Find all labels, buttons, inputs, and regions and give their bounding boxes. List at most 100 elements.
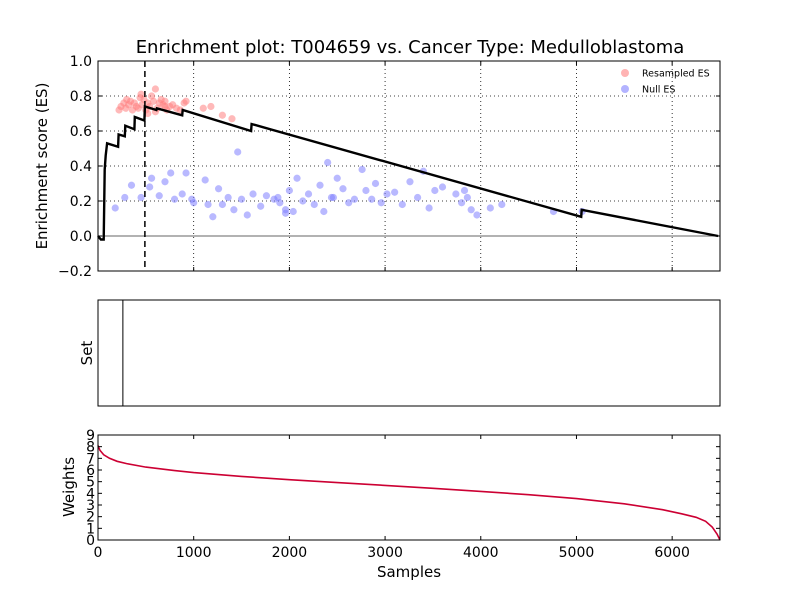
null-es-point: [234, 148, 242, 156]
es-ytick-label: 0.0: [70, 229, 92, 245]
es-ytick-label: 0.4: [70, 159, 92, 175]
null-es-point: [362, 186, 370, 195]
null-es-point: [299, 197, 307, 205]
es-ytick-label: 0.8: [70, 89, 92, 105]
resampled-es-point: [180, 99, 188, 107]
null-es-point: [339, 185, 347, 193]
null-es-point: [460, 186, 469, 195]
null-es-point: [214, 185, 223, 193]
weights-ytick-label: 7: [86, 451, 95, 467]
null-es-point: [293, 174, 301, 182]
weights-ytick-label: 6: [86, 463, 95, 479]
weights-ytick-label: 2: [86, 510, 95, 526]
es-line-path: [97, 104, 719, 241]
legend-label-resampled: Resampled ES: [642, 69, 710, 80]
resampled-es-point: [161, 97, 169, 105]
null-es-point: [316, 181, 324, 189]
legend-marker-resampled: [621, 69, 629, 77]
null-es-point: [458, 199, 466, 207]
set-y-axis-label: Set: [78, 341, 96, 366]
es-running-line: [97, 104, 719, 241]
null-es-point: [281, 209, 290, 217]
null-es-point: [285, 186, 293, 195]
resampled-es-points: [115, 85, 236, 123]
es-ytick-label: −0.2: [58, 264, 92, 280]
samples-xtick-label: 1000: [176, 545, 212, 561]
null-es-points: [111, 148, 586, 221]
null-es-point: [391, 188, 399, 196]
samples-xtick-label: 4000: [463, 545, 499, 561]
null-es-point: [218, 200, 226, 209]
resampled-es-point: [228, 115, 236, 123]
es-plot-frame: [97, 60, 721, 272]
null-es-point: [167, 169, 175, 177]
es-ytick-label: 0.6: [70, 124, 92, 140]
null-es-point: [438, 183, 447, 191]
null-es-point: [345, 199, 353, 207]
null-es-point: [467, 206, 475, 214]
samples-x-axis-label: Samples: [377, 563, 441, 581]
null-es-point: [274, 193, 282, 202]
es-ytick-label: 1.0: [70, 54, 92, 70]
legend: Resampled ES Null ES: [621, 69, 710, 96]
null-es-point: [498, 200, 506, 209]
null-es-point: [155, 192, 163, 200]
weights-ytick-label: 4: [86, 486, 95, 502]
null-es-point: [161, 178, 169, 186]
null-es-point: [383, 190, 391, 198]
null-es-point: [452, 190, 460, 198]
null-es-point: [190, 199, 198, 207]
null-es-point: [368, 195, 376, 203]
null-es-point: [257, 202, 265, 210]
samples-xtick-label: 2000: [272, 545, 308, 561]
samples-xtick-label: 6000: [654, 545, 690, 561]
null-es-point: [230, 206, 238, 214]
null-es-point: [425, 204, 433, 212]
null-es-point: [486, 204, 494, 212]
null-es-point: [224, 193, 232, 202]
null-es-point: [127, 181, 136, 189]
samples-xtick-label: 0: [94, 545, 103, 561]
weights-ytick-label: 8: [86, 440, 95, 456]
es-axis-ticks: −0.2 0.0 0.2 0.4 0.6 0.8 1.0: [58, 54, 720, 280]
null-es-point: [473, 211, 481, 219]
weights-ytick-label: 1: [86, 521, 95, 537]
weights-plot-frame: [97, 434, 721, 541]
null-es-point: [350, 195, 359, 203]
chart-title: Enrichment plot: T004659 vs. Cancer Type…: [136, 37, 685, 58]
null-es-point: [170, 195, 179, 203]
null-es-point: [289, 207, 297, 216]
weights-y-axis-label: Weights: [60, 457, 78, 517]
resampled-es-point: [151, 85, 160, 93]
null-es-point: [358, 165, 366, 174]
null-es-point: [209, 213, 217, 221]
null-es-point: [431, 186, 439, 195]
resampled-es-point: [218, 111, 226, 119]
set-plot-frame: [97, 299, 721, 407]
null-es-point: [262, 192, 271, 200]
null-es-point: [137, 193, 145, 202]
null-es-point: [377, 199, 385, 207]
set-panel: Set: [78, 299, 721, 407]
null-es-point: [310, 200, 318, 209]
null-es-point: [146, 183, 154, 191]
null-es-point: [398, 200, 406, 209]
null-es-point: [182, 169, 190, 177]
resampled-es-point: [137, 90, 145, 98]
null-es-point: [111, 204, 119, 212]
samples-xtick-label: 5000: [559, 545, 595, 561]
samples-xtick-label: 3000: [367, 545, 403, 561]
null-es-point: [333, 174, 341, 182]
resampled-es-point: [144, 109, 152, 118]
weights-ytick-label: 0: [86, 533, 95, 549]
null-es-point: [204, 200, 212, 209]
null-es-point: [320, 207, 328, 216]
legend-marker-null: [621, 85, 629, 93]
null-es-point: [147, 174, 156, 182]
null-es-point: [249, 190, 257, 198]
resampled-es-point: [161, 102, 169, 111]
